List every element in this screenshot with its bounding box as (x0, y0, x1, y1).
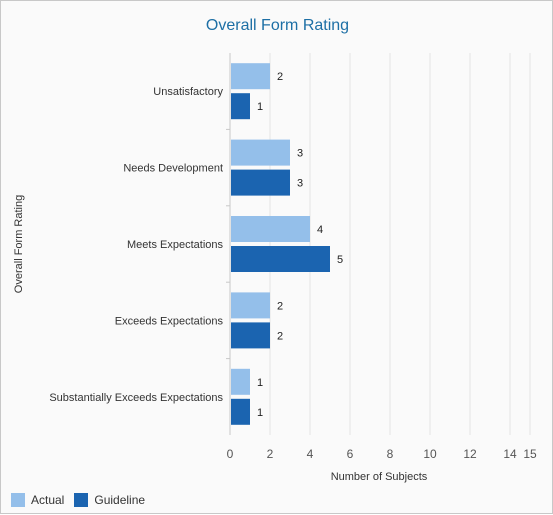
data-labels: 2 1 3 3 4 5 2 2 1 1 (257, 71, 343, 419)
legend-label-actual: Actual (31, 493, 65, 507)
category-label-substantially-exceeds-expectations: Substantially Exceeds Expectations (49, 392, 223, 404)
category-label-unsatisfactory: Unsatisfactory (153, 86, 223, 98)
x-tick-label-10: 10 (423, 447, 437, 461)
bar-guideline-substantially-exceeds-expectations[interactable] (231, 398, 250, 425)
x-axis-ticks: 0 2 4 6 8 10 12 14 15 (227, 447, 537, 461)
bar-guideline-meets-expectations[interactable] (231, 246, 330, 272)
data-label-actual-exceeds-expectations: 2 (277, 300, 283, 312)
category-label-exceeds-expectations: Exceeds Expectations (115, 315, 224, 327)
legend-label-guideline: Guideline (94, 493, 146, 507)
x-tick-label-6: 6 (347, 447, 354, 461)
chart-title: Overall Form Rating (205, 17, 350, 34)
data-label-guideline-exceeds-expectations: 2 (277, 330, 283, 342)
data-label-actual-needs-development: 3 (297, 148, 303, 160)
x-axis-title: Number of Subjects (331, 471, 428, 483)
category-label-meets-expectations: Meets Expectations (127, 239, 223, 251)
data-label-guideline-unsatisfactory: 1 (257, 101, 263, 113)
bar-actual-substantially-exceeds-expectations[interactable] (231, 368, 250, 395)
category-labels: Unsatisfactory Needs Development Meets Exp… (49, 86, 223, 404)
bar-guideline-unsatisfactory[interactable] (231, 93, 250, 120)
data-label-guideline-substantially-exceeds-expectations: 1 (257, 407, 263, 419)
bar-actual-exceeds-expectations[interactable] (231, 292, 270, 319)
x-tick-label-2: 2 (267, 447, 274, 461)
bars (231, 63, 330, 425)
x-tick-label-12: 12 (463, 447, 477, 461)
x-tick-label-0: 0 (227, 447, 234, 461)
category-label-needs-development: Needs Development (123, 163, 223, 175)
data-label-actual-substantially-exceeds-expectations: 1 (257, 377, 263, 389)
bar-guideline-exceeds-expectations[interactable] (231, 322, 270, 349)
bar-actual-meets-expectations[interactable] (231, 216, 310, 242)
x-tick-label-8: 8 (387, 447, 394, 461)
data-label-actual-meets-expectations: 4 (317, 224, 323, 236)
bar-guideline-needs-development[interactable] (231, 169, 290, 196)
legend: Actual Guideline (11, 493, 145, 507)
data-label-actual-unsatisfactory: 2 (277, 71, 283, 83)
x-tick-label-4: 4 (307, 447, 314, 461)
legend-swatch-actual (11, 493, 25, 507)
legend-item-guideline[interactable]: Guideline (74, 493, 145, 507)
x-tick-label-14: 14 (503, 447, 517, 461)
bar-actual-needs-development[interactable] (231, 139, 290, 166)
y-axis-title: Overall Form Rating (13, 195, 25, 293)
data-label-guideline-needs-development: 3 (297, 178, 303, 190)
gridlines (226, 53, 531, 435)
x-tick-label-15: 15 (523, 447, 537, 461)
legend-swatch-guideline (74, 493, 89, 507)
bar-actual-unsatisfactory[interactable] (231, 63, 270, 90)
data-label-guideline-meets-expectations: 5 (337, 254, 343, 266)
legend-item-actual[interactable]: Actual (11, 493, 64, 507)
